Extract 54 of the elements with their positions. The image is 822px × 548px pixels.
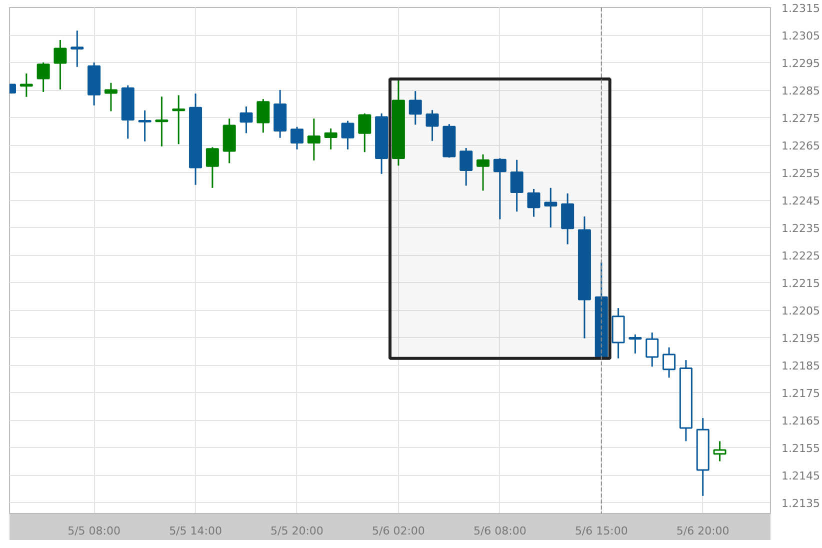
candlestick [324,128,338,150]
candlestick [358,112,372,153]
x-tick-label: 5/6 08:00 [473,524,526,538]
candlestick [493,157,506,220]
y-tick-label: 1.2275 [782,112,820,125]
y-tick-label: 1.2135 [782,497,820,510]
candlestick [460,147,473,186]
y-tick-label: 1.2305 [782,30,820,42]
y-tick-label: 1.2255 [782,167,820,180]
candlestick [256,98,270,134]
y-tick-label: 1.2265 [782,140,820,152]
x-tick-label: 5/5 14:00 [169,524,222,538]
candlestick [138,110,152,142]
candlestick [155,96,168,148]
y-tick-label: 1.2215 [782,277,820,290]
candlestick [341,120,354,150]
candlestick [240,106,253,134]
y-tick-label: 1.2205 [782,304,820,318]
candlestick [20,72,33,98]
candlestick [36,62,50,93]
y-tick-label: 1.2225 [782,250,820,262]
candlestick [290,126,304,150]
y-tick-label: 1.2315 [782,2,820,15]
y-tick-label: 1.2285 [782,84,820,98]
candlestick [646,332,659,368]
y-tick-label: 1.2295 [782,57,820,70]
y-tick-label: 1.2165 [782,414,820,428]
candlestick [544,187,558,228]
candlestick [476,154,490,192]
x-tick-label: 5/5 20:00 [270,524,324,538]
candlestick [628,334,642,354]
candlestick [54,39,67,90]
candlestick [713,440,726,462]
x-tick-label: 5/6 02:00 [372,524,425,538]
candlestick [510,159,524,212]
y-tick-label: 1.2145 [782,470,820,482]
candlestick [527,188,540,218]
candlestick [206,146,219,189]
x-tick-label: 5/6 15:00 [574,524,628,538]
candlestick [662,346,676,378]
candlestick [307,118,320,162]
x-tick-label: 5/5 08:00 [68,524,121,538]
candlestick [70,30,84,68]
y-tick-label: 1.2245 [782,194,820,208]
y-tick-label: 1.2235 [782,222,820,235]
y-tick-label: 1.2185 [782,360,820,372]
y-tick-label: 1.2195 [782,332,820,345]
x-tick-label: 5/6 20:00 [676,524,730,538]
candlestick [426,109,439,142]
y-tick-label: 1.2175 [782,387,820,400]
candlestick [172,94,186,145]
candlestick [408,90,422,126]
candlestick [104,82,118,112]
y-tick-label: 1.2155 [782,442,820,455]
